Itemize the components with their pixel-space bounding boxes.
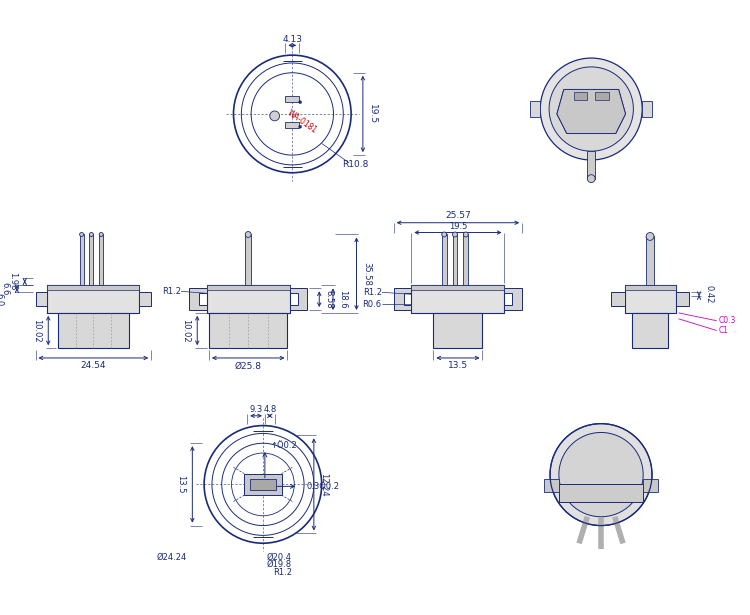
Text: Ø24.24: Ø24.24 — [156, 552, 187, 561]
Bar — [632, 313, 668, 348]
Circle shape — [540, 58, 642, 160]
Bar — [412, 285, 505, 313]
Text: 10.02: 10.02 — [181, 319, 190, 343]
Circle shape — [559, 432, 644, 517]
Text: 35.58: 35.58 — [362, 262, 370, 285]
Polygon shape — [505, 288, 522, 310]
Bar — [140, 292, 152, 306]
Text: 4.8: 4.8 — [263, 405, 277, 415]
Text: Ø25.8: Ø25.8 — [235, 362, 262, 370]
Circle shape — [452, 232, 458, 237]
Circle shape — [89, 232, 93, 236]
Text: R10.8: R10.8 — [342, 161, 368, 169]
Bar — [206, 285, 290, 313]
Polygon shape — [557, 89, 626, 133]
Circle shape — [245, 231, 251, 237]
Text: R1.2: R1.2 — [162, 287, 181, 296]
Circle shape — [442, 232, 447, 237]
Bar — [464, 234, 468, 285]
Bar — [587, 151, 596, 178]
Bar — [80, 234, 83, 285]
Bar — [642, 101, 652, 117]
Text: Ø19.8: Ø19.8 — [267, 560, 292, 569]
Bar — [544, 478, 559, 492]
Text: 13.5: 13.5 — [448, 362, 468, 370]
Text: ↑Ö0.2: ↑Ö0.2 — [271, 441, 298, 450]
Bar — [47, 285, 140, 313]
Bar — [610, 292, 625, 306]
Circle shape — [270, 111, 280, 121]
Bar — [646, 236, 654, 285]
Text: 12.24: 12.24 — [320, 472, 328, 496]
Circle shape — [80, 232, 83, 236]
Bar — [442, 234, 447, 285]
Bar — [251, 478, 276, 490]
Text: 8.58: 8.58 — [325, 290, 334, 309]
Bar — [530, 101, 540, 117]
Circle shape — [99, 232, 104, 236]
Bar — [244, 474, 281, 495]
Text: 6.0: 6.0 — [0, 293, 4, 306]
Bar — [286, 97, 299, 102]
Text: 4.13: 4.13 — [282, 35, 302, 44]
Bar — [559, 485, 644, 502]
Bar — [433, 313, 482, 348]
Text: R1.2: R1.2 — [363, 288, 382, 297]
Bar — [245, 234, 251, 285]
Bar — [209, 313, 287, 348]
Bar — [99, 234, 104, 285]
Bar — [625, 285, 676, 290]
Text: 9.3: 9.3 — [250, 405, 262, 415]
Bar — [286, 122, 299, 128]
Text: 25.57: 25.57 — [445, 212, 471, 220]
Text: R1.2: R1.2 — [273, 568, 292, 577]
Bar — [58, 313, 129, 348]
Text: 6.6: 6.6 — [1, 282, 10, 296]
Polygon shape — [394, 288, 412, 310]
Polygon shape — [189, 288, 206, 310]
Text: 0.3Ö0.2: 0.3Ö0.2 — [306, 482, 339, 491]
Circle shape — [549, 67, 633, 151]
Bar — [596, 92, 609, 100]
Bar — [574, 92, 587, 100]
Circle shape — [587, 175, 596, 183]
Circle shape — [646, 232, 654, 240]
Text: R0.6: R0.6 — [362, 300, 382, 309]
Text: 13.5: 13.5 — [176, 475, 185, 494]
Text: 24.54: 24.54 — [80, 362, 106, 370]
Bar — [676, 292, 689, 306]
Text: Ø20.4: Ø20.4 — [267, 552, 292, 561]
Text: 0.42: 0.42 — [704, 285, 713, 303]
Bar — [35, 292, 47, 306]
Bar — [206, 285, 290, 290]
Bar — [47, 285, 140, 290]
Circle shape — [298, 101, 302, 104]
Bar — [644, 478, 658, 492]
Circle shape — [550, 424, 652, 526]
Text: C0.3: C0.3 — [718, 316, 736, 325]
Text: 10.02: 10.02 — [32, 319, 41, 343]
Bar — [452, 234, 458, 285]
Text: WA-0181: WA-0181 — [286, 108, 319, 135]
Text: 1.98: 1.98 — [8, 272, 17, 291]
Circle shape — [464, 232, 468, 237]
Bar — [625, 285, 676, 313]
Polygon shape — [290, 288, 308, 310]
Bar — [412, 285, 505, 290]
Bar — [89, 234, 93, 285]
Text: 19.5: 19.5 — [448, 222, 467, 231]
Text: 19.5: 19.5 — [368, 104, 377, 124]
Text: 18.6: 18.6 — [338, 290, 347, 309]
Text: C1: C1 — [718, 326, 729, 335]
Circle shape — [298, 125, 302, 128]
